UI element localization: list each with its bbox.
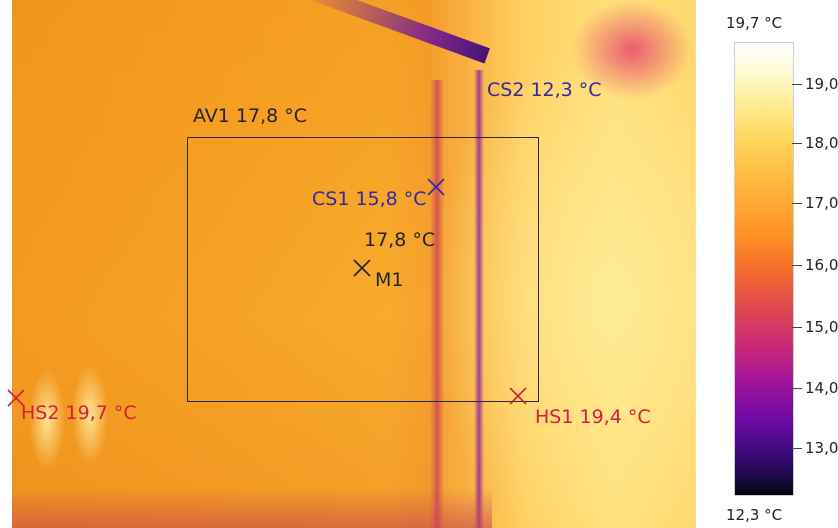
radiator-hotspot [12, 365, 132, 475]
scale-min-label: 12,3 °C [726, 506, 783, 524]
window-frame-edge-cold [474, 70, 484, 528]
hs2-cross-icon[interactable] [6, 388, 26, 408]
hs1-label: HS1 19,4 °C [535, 406, 651, 428]
scale-tick [792, 327, 802, 328]
cs1-label: CS1 15,8 °C [312, 188, 427, 210]
scale-tick-label: 15,0 [805, 318, 838, 336]
scale-tick-label: 13,0 [805, 439, 838, 457]
scale-tick [792, 84, 802, 85]
scale-tick [792, 388, 802, 389]
av1-label: AV1 17,8 °C [193, 105, 308, 127]
m1-label: M1 [375, 269, 404, 291]
cs1-cross-icon[interactable] [426, 177, 446, 197]
m1-value: 17,8 °C [364, 229, 436, 251]
scale-max-label: 19,7 °C [726, 14, 783, 32]
floor-region [12, 488, 492, 528]
cs2-label: CS2 12,3 °C [487, 79, 602, 101]
thermal-image [12, 0, 696, 528]
scale-tick [792, 143, 802, 144]
scale-tick [792, 265, 802, 266]
scale-tick-label: 16,0 [805, 256, 838, 274]
m1-cross-icon[interactable] [352, 258, 372, 278]
hs2-label: HS2 19,7 °C [21, 402, 137, 424]
scale-tick-label: 19,0 [805, 75, 838, 93]
scale-tick [792, 203, 802, 204]
scale-tick-label: 18,0 [805, 134, 838, 152]
scale-tick [792, 448, 802, 449]
scale-tick-label: 14,0 [805, 379, 838, 397]
area-measurement-box[interactable] [187, 137, 539, 402]
hs1-cross-icon[interactable] [508, 386, 528, 406]
color-scale-bar [734, 42, 794, 496]
scale-tick-label: 17,0 [805, 194, 838, 212]
